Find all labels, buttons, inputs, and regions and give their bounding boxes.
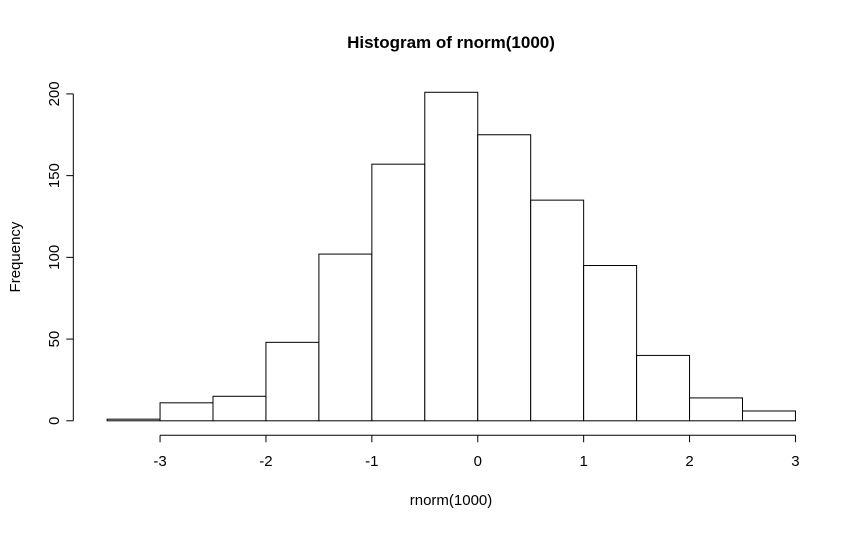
histogram-bar [636,354,691,422]
x-tick-label: -1 [365,453,378,470]
histogram-bar [371,163,426,422]
y-tick-label: 0 [46,417,63,425]
histogram-bar [689,397,743,422]
histogram-bar [530,199,585,422]
x-axis-title: rnorm(1000) [409,492,493,509]
y-tick-label: 200 [46,81,63,106]
x-tick-label: 2 [685,453,693,470]
histogram-bar [159,402,214,422]
y-axis-title: Frequency [7,221,24,293]
x-tick-label: -3 [153,453,166,470]
x-tick-label: 0 [474,453,482,470]
chart-title: Histogram of rnorm(1000) [347,33,555,52]
histogram-bar [318,253,373,422]
x-tick-label: 1 [579,453,587,470]
histogram-bar [212,395,267,422]
histogram-bar [742,410,796,422]
y-tick-label: 150 [46,163,63,188]
histogram-bar [477,134,532,422]
y-tick-label: 100 [46,245,63,270]
histogram-bar [583,265,638,422]
histogram-bar [265,341,320,422]
x-tick-label: 3 [791,453,799,470]
histogram-bar [106,418,161,422]
y-tick-label: 50 [46,331,63,348]
histogram-bar [424,91,479,422]
x-tick-label: -2 [259,453,272,470]
